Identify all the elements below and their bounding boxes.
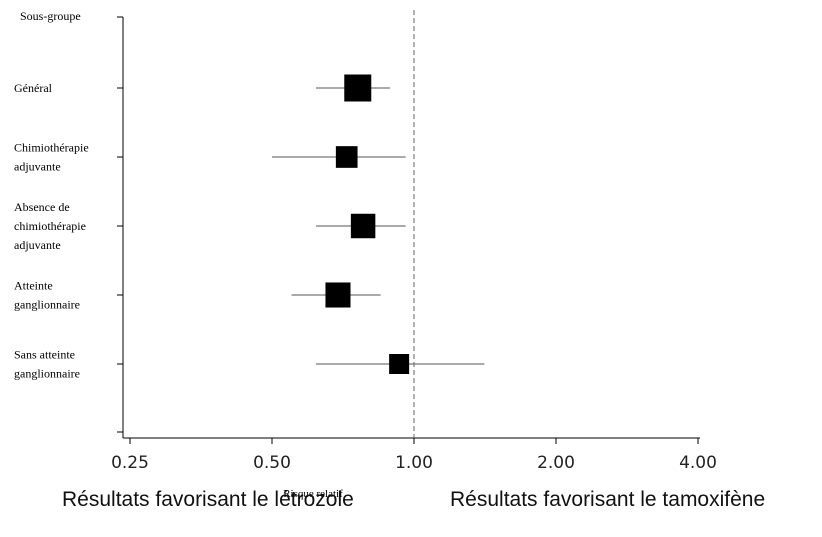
subgroup-label: adjuvante (14, 160, 61, 174)
subgroup-label: Atteinte (14, 279, 53, 293)
point-estimate-square (389, 354, 410, 374)
subgroup-label: adjuvante (14, 238, 61, 252)
column-header: Sous-groupe (20, 9, 81, 23)
subgroup-label: Chimiothérapie (14, 141, 89, 155)
x-tick-label: 2.00 (537, 453, 575, 473)
subgroup-label: ganglionnaire (14, 298, 80, 312)
point-estimate-square (350, 213, 376, 239)
point-estimate-square (344, 74, 372, 102)
subgroup-row: Chimiothérapie adjuvante (14, 141, 406, 174)
subgroup-label: Absence de (14, 200, 70, 214)
x-axis-ticks: 0.25 0.50 1.00 2.00 4.00 (111, 438, 717, 473)
x-axis-label: Risque relatif (283, 488, 343, 500)
x-tick-label: 4.00 (679, 453, 717, 473)
x-tick-label: 0.25 (111, 453, 149, 473)
subgroup-row: Absence de chimiothérapie adjuvante (14, 200, 406, 252)
subgroup-label: chimiothérapie (14, 219, 86, 233)
subgroup-label: Sans atteinte (14, 348, 75, 362)
point-estimate-square (325, 282, 351, 308)
point-estimate-square (335, 146, 358, 168)
y-axis-ticks (117, 16, 123, 433)
x-tick-label: 0.50 (253, 453, 291, 473)
subgroup-label: Général (14, 81, 53, 95)
x-tick-label: 1.00 (395, 453, 433, 473)
subgroup-label: ganglionnaire (14, 367, 80, 381)
favours-right-label: Résultats favorisant le tamoxifène (450, 488, 766, 511)
subgroup-row: Général (14, 74, 391, 102)
subgroup-row: Sans atteinte ganglionnaire (14, 348, 485, 381)
favours-left-label: Résultats favorisant le létrozole (62, 488, 354, 511)
subgroup-row: Atteinte ganglionnaire (14, 279, 381, 312)
